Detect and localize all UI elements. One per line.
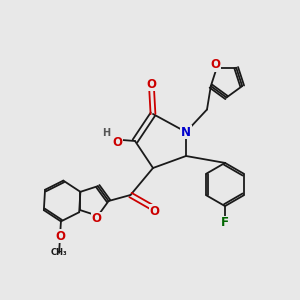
- Text: N: N: [181, 125, 191, 139]
- Text: O: O: [149, 205, 160, 218]
- Text: CH₃: CH₃: [51, 248, 68, 257]
- Text: H: H: [102, 128, 111, 138]
- Text: O: O: [146, 77, 157, 91]
- Text: O: O: [91, 212, 101, 225]
- Text: F: F: [221, 216, 229, 229]
- Text: O: O: [210, 58, 220, 71]
- Text: O: O: [55, 230, 65, 243]
- Text: O: O: [112, 136, 122, 149]
